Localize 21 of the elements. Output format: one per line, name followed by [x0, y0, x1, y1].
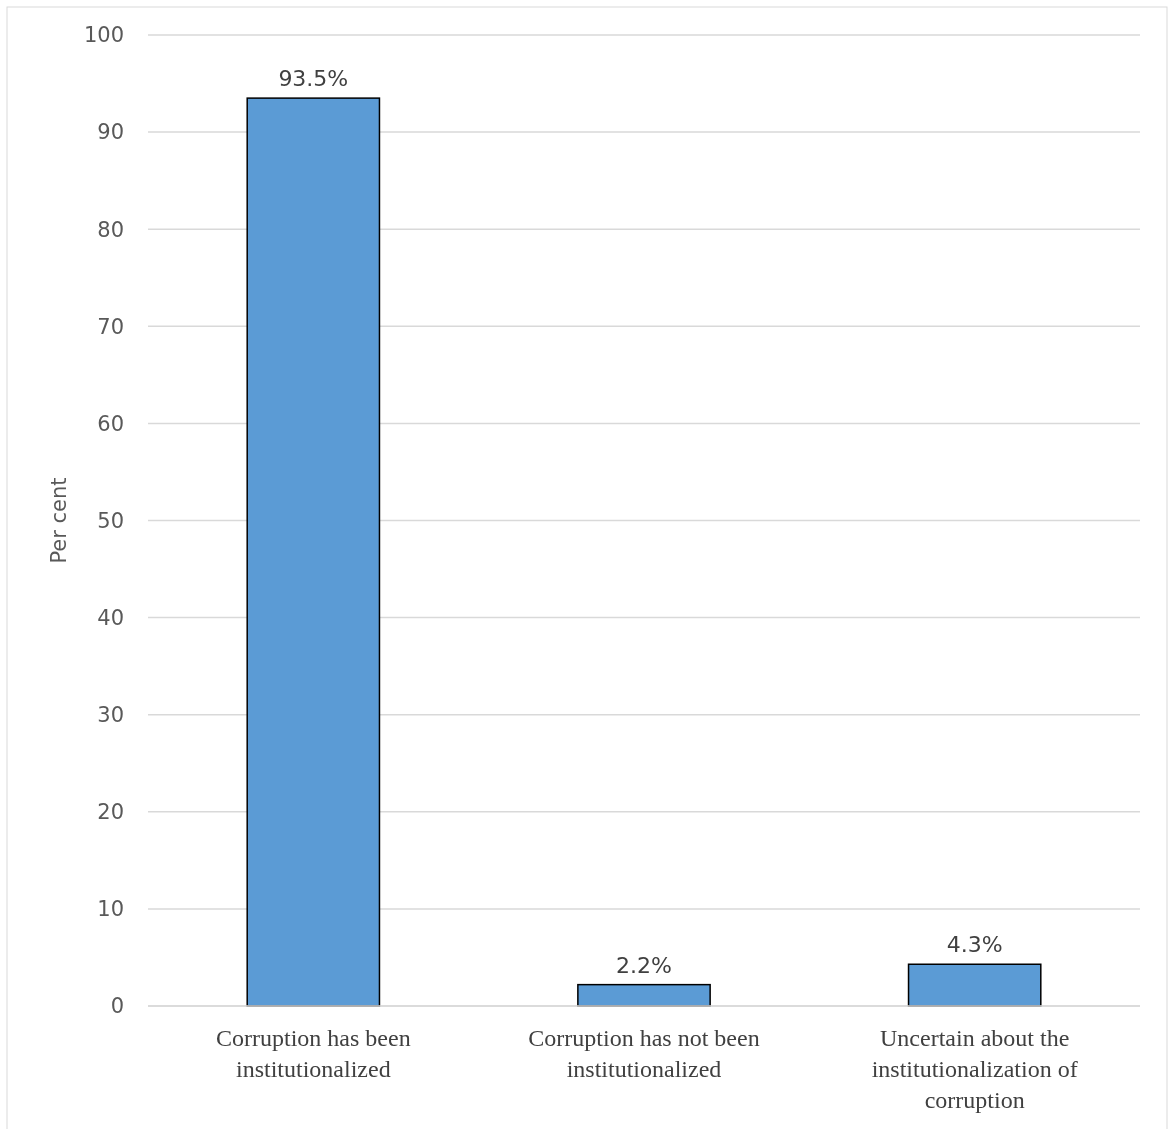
- y-tick-label: 60: [97, 411, 124, 436]
- bar: [577, 983, 711, 1007]
- y-tick-label: 100: [83, 23, 124, 48]
- y-tick-label: 50: [97, 508, 124, 533]
- data-label: 93.5%: [278, 66, 349, 92]
- y-tick-label: 40: [97, 605, 124, 630]
- y-tick-label: 30: [97, 703, 124, 728]
- y-tick-label: 0: [110, 994, 124, 1019]
- bar: [907, 963, 1042, 1007]
- bar: [246, 97, 381, 1007]
- y-tick-label: 70: [97, 314, 124, 339]
- y-tick-label: 10: [97, 897, 124, 922]
- x-tick-label: Uncertain about the institutionalization of corruption: [871, 1025, 1078, 1113]
- x-tick-label: Corruption has not been institutionalized: [528, 1025, 760, 1082]
- data-label: 4.3%: [946, 932, 1003, 958]
- y-tick-label: 80: [97, 217, 124, 242]
- y-tick-label: 20: [97, 800, 124, 825]
- y-axis-title: Per cent: [47, 477, 71, 564]
- y-tick-label: 90: [97, 120, 124, 145]
- x-tick-label: Corruption has been institutionalized: [216, 1025, 411, 1082]
- data-label: 2.2%: [616, 952, 672, 978]
